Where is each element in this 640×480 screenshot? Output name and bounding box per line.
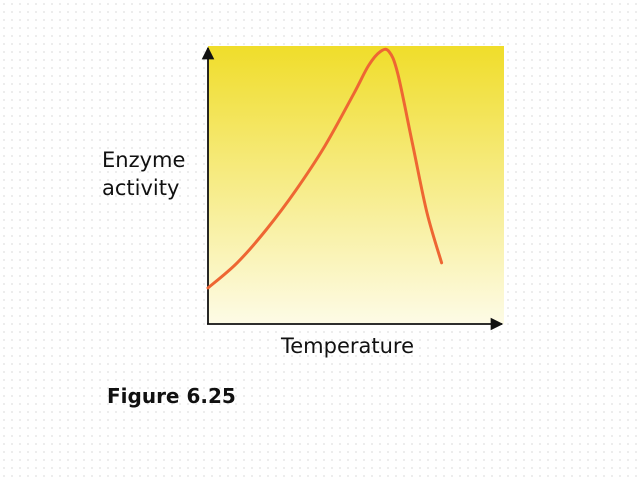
y-axis-label: Enzyme activity xyxy=(102,146,185,202)
y-axis-label-line-1: Enzyme xyxy=(102,148,186,172)
activity-curve xyxy=(206,47,444,290)
figure-caption: Figure 6.25 xyxy=(107,384,236,408)
y-axis-label-line-2: activity xyxy=(102,176,180,200)
x-axis-label: Temperature xyxy=(281,334,415,358)
